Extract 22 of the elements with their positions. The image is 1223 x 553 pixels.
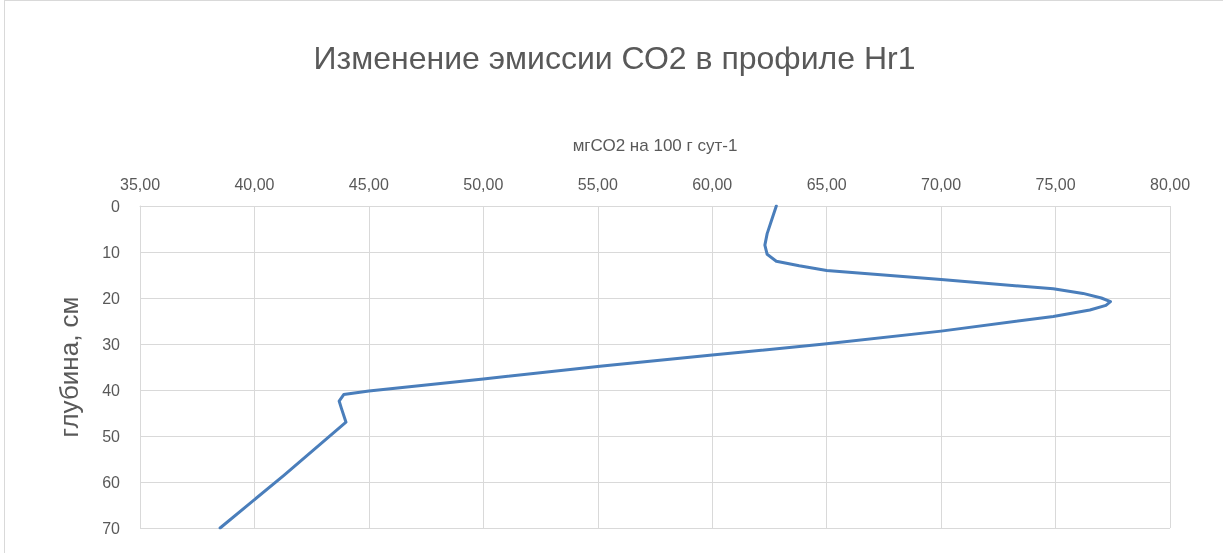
y-tick-label: 50 [102,427,121,445]
y-tick-label: 70 [102,519,121,537]
x-tick-label: 35,00 [119,175,161,193]
y-tick-label: 10 [102,243,121,261]
y-tick-label: 20 [102,289,121,307]
chart-title: Изменение эмиссии СО2 в профиле Hr1 [313,40,916,76]
x-tick-label: 60,00 [692,175,733,193]
x-tick-label: 70,00 [921,175,962,193]
x-tick-label: 40,00 [234,175,275,193]
x-tick-label: 45,00 [348,175,390,193]
x-tick-label: 80,00 [1149,175,1191,193]
line-series [218,204,1112,530]
y-tick-label: 60 [102,473,121,491]
y-tick-label: 0 [111,197,121,215]
x-tick-label: 65,00 [806,175,847,193]
y-tick-label: 30 [102,335,121,353]
x-tick-label: 50,00 [463,175,504,193]
x-axis-title: мгСО2 на 100 г сут-1 [572,136,738,155]
x-tick-label: 75,00 [1035,175,1076,193]
y-axis-title: глубина, см [54,296,84,438]
y-tick-label: 40 [102,381,121,399]
x-tick-label: 55,00 [577,175,618,193]
